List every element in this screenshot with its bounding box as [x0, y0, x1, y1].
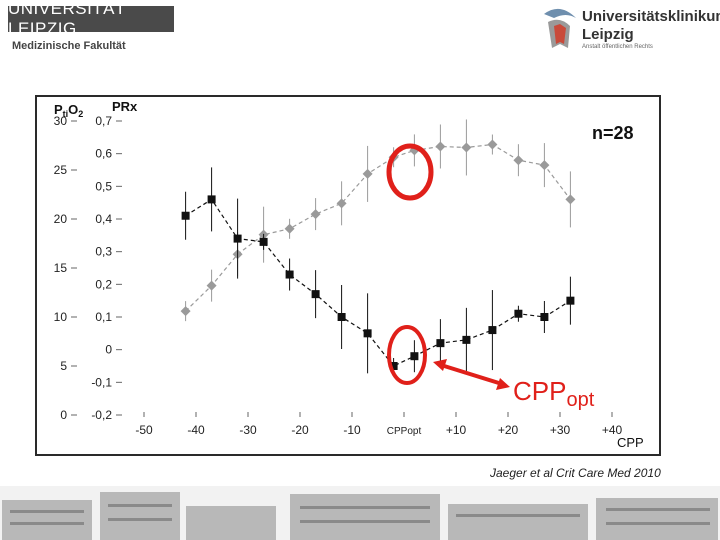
prx-point: [566, 296, 575, 305]
highlight-arrow: [440, 363, 503, 386]
ptio2-point: [435, 141, 446, 152]
prx-point: [285, 270, 294, 279]
y-right-tick-label: -0,1: [91, 375, 112, 389]
y-right-label: PRx: [112, 99, 138, 114]
prx-point: [181, 211, 190, 220]
y-right-tick-label: 0,1: [95, 310, 112, 324]
ptio2-point: [284, 223, 295, 234]
x-tick-label: -20: [291, 423, 309, 437]
x-axis-label: CPP: [617, 435, 644, 450]
ptio2-point: [539, 160, 550, 171]
prx-point: [488, 326, 497, 335]
x-tick-label: +30: [550, 423, 571, 437]
clinic-name-line3: Anstalt öffentlichen Rechts: [582, 44, 653, 50]
y-left-tick-label: 20: [54, 212, 68, 226]
x-tick-label: +10: [446, 423, 467, 437]
prx-point: [389, 362, 398, 370]
x-tick-label: +40: [602, 423, 623, 437]
series-ptio2: [180, 119, 576, 322]
prx-point: [337, 313, 346, 321]
ptio2-point: [336, 198, 347, 209]
clinic-emblem-icon: [544, 8, 576, 48]
prx-point: [514, 309, 523, 318]
prx-point: [540, 313, 549, 321]
prx-point: [410, 352, 419, 361]
footer-buildings-image: [0, 486, 720, 540]
ptio2-point: [565, 194, 576, 205]
clinic-name-line1: Universitätsklinikum: [582, 8, 720, 25]
ptio2-line: [185, 143, 571, 312]
cppopt-annotation: CPPopt: [513, 376, 595, 411]
ptio2-point: [180, 306, 191, 317]
x-tick-label: -40: [187, 423, 205, 437]
prx-point: [363, 329, 372, 338]
prx-point: [233, 234, 242, 243]
y-right-tick-label: 0,3: [95, 245, 112, 259]
chart-frame: PtiO2 PRx n=28 CPP 30 25 20 15 10 5 0 0,7 0,6 0,…: [35, 95, 661, 456]
prx-line: [185, 198, 571, 367]
y-left-tick-label: 0: [60, 408, 67, 422]
n-label: n=28: [592, 123, 634, 143]
ptio2-point: [409, 145, 420, 156]
prx-point: [259, 237, 268, 246]
y-right-tick-label: 0: [105, 343, 112, 357]
ptio2-point: [461, 142, 472, 153]
arrow-head-right: [496, 378, 510, 390]
y-right-tick-label: 0,6: [95, 147, 112, 161]
y-left-tick-label: 15: [54, 261, 68, 275]
ptio2-point: [487, 139, 498, 150]
y-left-ticks: 30 25 20 15 10 5 0: [54, 114, 77, 422]
ptio2-point: [362, 168, 373, 179]
x-ticks: -50 -40 -30 -20 -10 CPPopt +10 +20 +30 +40: [135, 412, 623, 437]
cppopt-highlights: CPPopt: [386, 143, 595, 411]
highlight-circle-ptio2: [386, 143, 434, 201]
x-tick-label: -10: [343, 423, 361, 437]
university-logo: UNIVERSITÄT LEIPZIG: [8, 0, 174, 38]
prx-point: [462, 335, 471, 344]
y-left-tick-label: 25: [54, 163, 68, 177]
prx-point: [436, 339, 445, 348]
y-left-tick-label: 30: [54, 114, 68, 128]
ptio2-point: [310, 209, 321, 220]
prx-point: [207, 195, 216, 204]
x-tick-label: -50: [135, 423, 153, 437]
y-left-label: PtiO2: [54, 102, 83, 119]
arrow-head-left: [433, 359, 447, 371]
y-right-tick-label: 0,7: [95, 114, 112, 128]
y-left-tick-label: 5: [60, 359, 67, 373]
citation: Jaeger et al Crit Care Med 2010: [490, 466, 661, 480]
highlight-circle-prx: [387, 325, 427, 385]
x-tick-label: -30: [239, 423, 257, 437]
y-left-tick-label: 10: [54, 310, 68, 324]
ptio2-point: [206, 280, 217, 291]
faculty-name: Medizinische Fakultät: [12, 40, 126, 52]
y-right-tick-label: -0,2: [91, 408, 112, 422]
series-prx: [181, 167, 575, 374]
y-right-tick-label: 0,4: [95, 212, 112, 226]
x-tick-label: CPPopt: [387, 426, 422, 437]
clinic-name-line2: Leipzig: [582, 26, 634, 43]
prx-point: [311, 290, 320, 299]
axis-labels: PtiO2 PRx n=28 CPP: [54, 99, 644, 450]
y-right-ticks: 0,7 0,6 0,5 0,4 0,3 0,2 0,1 0 -0,1 -0,2: [91, 114, 122, 422]
ptio2-point: [513, 155, 524, 166]
clinic-logo: Universitätsklinikum Leipzig Anstalt öff…: [538, 4, 720, 54]
y-right-tick-label: 0,5: [95, 179, 112, 193]
university-name: UNIVERSITÄT LEIPZIG: [8, 0, 126, 38]
y-right-tick-label: 0,2: [95, 277, 112, 291]
x-tick-label: +20: [498, 423, 519, 437]
